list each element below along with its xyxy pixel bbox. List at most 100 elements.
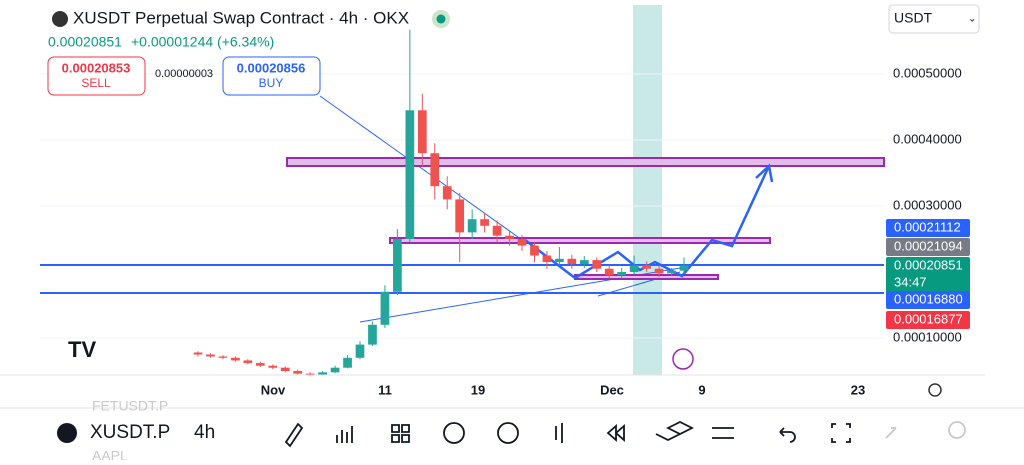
zone-rectangle <box>286 157 885 167</box>
price-badge <box>886 257 970 293</box>
buy-price: 0.00020856 <box>237 60 306 75</box>
currency-select[interactable] <box>888 4 980 34</box>
alert[interactable] <box>497 422 519 444</box>
time-label: 19 <box>471 382 485 397</box>
last-price: 0.00020851 <box>48 34 122 50</box>
price-badge <box>886 219 970 237</box>
objects[interactable] <box>655 420 695 442</box>
bar-style[interactable] <box>555 423 563 443</box>
price-badge-label: 0.00021094 <box>894 238 963 253</box>
highlight-zone <box>633 5 662 375</box>
layouts[interactable] <box>391 424 410 443</box>
candle-body <box>193 352 203 355</box>
symbol-icon <box>52 11 68 27</box>
sell-price: 0.00020853 <box>62 60 131 75</box>
candle-body <box>393 239 402 292</box>
fullscreen[interactable] <box>831 423 851 443</box>
price-label: 0.00040000 <box>893 131 962 146</box>
countdown: 34:47 <box>894 274 927 289</box>
toolbar-interval[interactable]: 4h <box>194 422 215 443</box>
candle-body <box>417 110 427 154</box>
title: XUSDT Perpetual Swap Contract · 4h · OKX <box>73 8 409 27</box>
settings[interactable] <box>712 427 734 439</box>
candle-body <box>530 245 539 256</box>
buy-button[interactable] <box>222 56 321 96</box>
time-label: 11 <box>378 382 392 397</box>
candle-body <box>305 373 315 375</box>
candle-body <box>243 360 253 364</box>
candle-body <box>542 255 552 263</box>
candle-body <box>405 110 415 239</box>
spread: 0.00000003 <box>155 68 213 80</box>
prev-symbol: FETUSDT.P <box>92 398 168 414</box>
candle-body <box>218 356 228 358</box>
candle-body <box>467 219 477 233</box>
projection-path <box>524 167 770 280</box>
indicators[interactable] <box>336 426 353 443</box>
candle-body <box>280 367 290 371</box>
currency: USDT <box>894 10 933 26</box>
sell-button[interactable] <box>47 56 146 96</box>
replay[interactable] <box>606 424 625 442</box>
toolbar-symbol[interactable]: XUSDT.P <box>90 422 170 443</box>
logo: TV <box>68 337 96 362</box>
event-icon[interactable] <box>672 348 694 370</box>
candle-body <box>667 270 676 274</box>
candle-body <box>455 199 465 233</box>
undo[interactable] <box>779 427 796 443</box>
candle-body <box>268 365 278 368</box>
candle-body <box>517 239 527 246</box>
price-axis: 0.00050000 0.00040000 0.00030000 0.00010000 <box>893 65 962 344</box>
price-badge <box>886 238 970 256</box>
candle-body <box>368 324 377 345</box>
candle-body <box>579 260 589 265</box>
candles <box>193 29 689 377</box>
candle-body <box>555 258 564 263</box>
candle-body <box>592 260 602 269</box>
price-label: 0.00010000 <box>893 329 962 344</box>
candle-body <box>318 372 327 375</box>
redo[interactable] <box>885 427 897 439</box>
add[interactable] <box>443 422 465 444</box>
price-change: +0.00001244 (+6.34%) <box>131 34 274 50</box>
arrow-head <box>755 163 774 183</box>
price-badge <box>886 291 970 309</box>
candle-body <box>255 363 265 366</box>
price-badge-label: 0.00016877 <box>894 311 963 326</box>
candle-body <box>355 344 365 358</box>
draw-tool[interactable] <box>284 422 304 448</box>
zone-rectangle <box>389 237 771 244</box>
dropdown-caret: ⌄ <box>968 14 976 25</box>
candle-body <box>604 268 614 276</box>
next-symbol: AAPL <box>92 448 128 460</box>
candle-body <box>206 354 215 357</box>
candle-body <box>505 235 514 239</box>
buy-label: BUY <box>259 76 284 90</box>
settings-icon[interactable] <box>928 383 942 397</box>
candle-body <box>642 265 651 269</box>
candle-body <box>430 153 440 187</box>
candle-body <box>492 225 502 236</box>
zone-rectangle <box>574 274 719 280</box>
candle-body <box>654 268 664 274</box>
candle-body <box>380 291 390 325</box>
candle-body <box>293 371 303 374</box>
candle-body <box>480 219 489 226</box>
candle-body <box>442 186 452 200</box>
candle-body <box>567 258 577 265</box>
drawings <box>40 95 885 323</box>
sell-label: SELL <box>81 76 111 90</box>
trend-line <box>319 95 526 243</box>
time-label: Dec <box>600 382 624 397</box>
price-badge-label: 0.00021112 <box>894 219 961 234</box>
ideas[interactable] <box>948 421 966 439</box>
candle-body <box>330 367 340 373</box>
price-label: 0.00050000 <box>893 65 962 80</box>
price-badge-label: 0.00016880 <box>894 291 963 306</box>
price-badges: 0.00021112 0.00021094 0.00020851 34:47 0.000… <box>886 219 970 329</box>
candle-body <box>617 272 627 276</box>
time-label: 9 <box>698 382 705 397</box>
price-label: 0.00030000 <box>893 197 962 212</box>
